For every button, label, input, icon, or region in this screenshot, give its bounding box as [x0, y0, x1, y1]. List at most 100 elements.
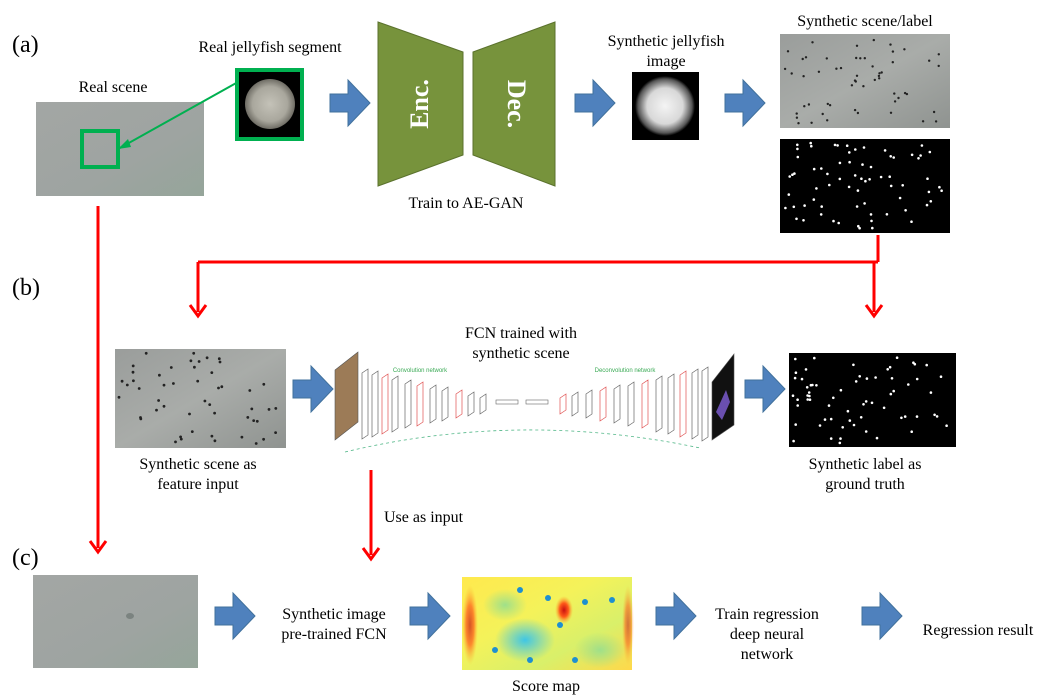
jellyfish-dot — [880, 71, 883, 74]
jellyfish-dot — [897, 96, 900, 100]
label-dot — [784, 206, 787, 210]
label-dot — [791, 173, 794, 176]
label-dot — [925, 363, 928, 367]
jellyfish-dot — [903, 91, 907, 95]
label-dot — [808, 398, 812, 402]
label-dot — [926, 177, 929, 180]
label-dot — [903, 415, 907, 418]
regression-result-label: Regression result — [923, 622, 1034, 639]
label-dot — [865, 377, 869, 380]
jellyfish-dot — [804, 56, 808, 59]
section-c-label: (c) — [12, 545, 39, 571]
jellyfish-dot — [267, 408, 271, 411]
label-dot — [885, 213, 889, 216]
jellyfish-dot — [790, 72, 793, 75]
label-dot — [892, 389, 895, 393]
fcn-title-2: synthetic scene — [472, 345, 569, 362]
flow-arrow-a2 — [574, 78, 616, 128]
label-dot — [793, 376, 797, 380]
label-dot — [889, 155, 892, 158]
jellyfish-dot — [210, 371, 214, 374]
fcn-input-image — [334, 351, 359, 441]
label-dot — [820, 167, 823, 170]
score-map-label: Score map — [512, 678, 580, 695]
jellyfish-dot — [893, 100, 897, 103]
red-arrowhead-real-scene — [88, 540, 108, 555]
jellyfish-dot — [252, 419, 256, 422]
jellyfish-dot — [853, 79, 857, 82]
label-dot — [870, 219, 873, 223]
label-dot — [858, 226, 861, 230]
fcn-layer — [559, 393, 567, 415]
label-dot — [875, 436, 879, 440]
synthetic-scene-label-title: Synthetic scene/label — [797, 13, 933, 30]
score-spot — [517, 587, 523, 593]
label-dot — [796, 398, 799, 402]
label-dot — [793, 172, 796, 175]
label-dot — [859, 416, 863, 419]
encoder-block — [377, 21, 464, 187]
flow-arrow-c2 — [409, 591, 451, 641]
pretrained-fcn-label-1: Synthetic image — [282, 606, 386, 623]
input-caption-1: Synthetic scene as — [139, 456, 256, 473]
label-dot — [862, 403, 865, 406]
label-dot — [857, 224, 860, 228]
jellyfish-dot — [871, 65, 874, 68]
label-dot — [839, 388, 843, 392]
jellyfish-dot — [803, 105, 806, 108]
label-dot — [809, 383, 813, 387]
fcn-layer — [441, 386, 449, 422]
label-dot — [812, 167, 816, 171]
fcn-layer — [381, 373, 389, 435]
label-dot — [929, 391, 933, 394]
jellyfish-dot — [801, 57, 804, 61]
regression-label-3: network — [741, 646, 793, 663]
label-dot — [837, 221, 840, 225]
jellyfish-dot — [262, 382, 266, 386]
jellyfish-dot — [928, 59, 931, 62]
jellyfish-dot — [828, 104, 832, 107]
synthetic-jellyfish-label-2: image — [646, 53, 685, 70]
jellyfish-dot — [132, 379, 135, 383]
label-dot — [796, 155, 800, 159]
jellyfish-dot — [144, 351, 148, 355]
score-spot — [492, 647, 498, 653]
label-dot — [860, 177, 863, 180]
label-dot — [810, 144, 813, 148]
fcn-layer — [701, 366, 709, 442]
jellyfish-dot — [188, 412, 191, 416]
jellyfish-dot — [139, 416, 142, 419]
label-dot — [882, 406, 886, 410]
flow-arrow-c1 — [214, 591, 256, 641]
label-dot — [864, 430, 868, 433]
real-scene-image-c — [33, 575, 198, 668]
jellyfish-dot — [795, 112, 798, 115]
label-dot — [838, 441, 842, 445]
jellyfish-dot — [891, 61, 894, 64]
label-dot — [933, 413, 936, 417]
label-dot — [863, 202, 866, 205]
label-dot — [925, 203, 929, 207]
fcn-layer — [679, 370, 687, 438]
jellyfish-dot — [193, 365, 196, 369]
label-dot — [809, 141, 812, 145]
label-dot — [812, 198, 816, 201]
fcn-layer — [467, 391, 475, 417]
encoder-label: Enc. — [405, 79, 434, 129]
label-dot — [945, 424, 948, 428]
label-dot — [889, 184, 893, 188]
jellyfish-dot — [856, 111, 860, 115]
label-dot — [869, 213, 873, 216]
jellyfish-dot — [190, 430, 194, 433]
label-dot — [796, 404, 799, 407]
red-arrowhead-ground-truth — [864, 304, 884, 319]
label-dot — [828, 183, 831, 187]
jellyfish-dot — [795, 116, 799, 119]
fcn-layer — [655, 375, 663, 433]
label-dot — [886, 368, 889, 371]
fcn-layer — [599, 386, 607, 422]
fcn-title-1: FCN trained with — [465, 325, 577, 342]
label-dot — [938, 185, 941, 189]
label-dot — [819, 213, 823, 216]
score-spot — [557, 622, 563, 628]
